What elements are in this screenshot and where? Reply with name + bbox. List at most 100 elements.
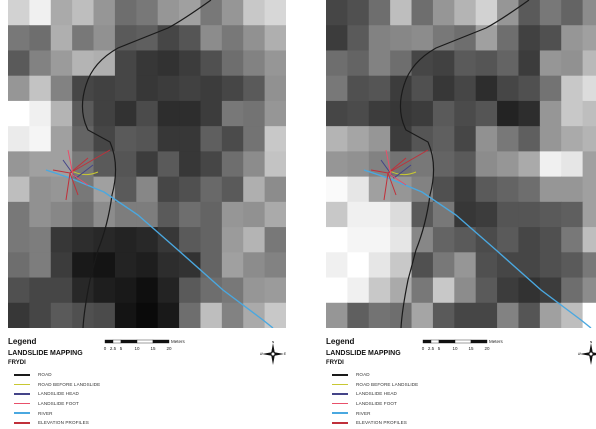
raster-cell (561, 100, 584, 127)
raster-cell (561, 227, 584, 253)
elevation-profiles-swatch-icon (14, 422, 30, 424)
legend-subheading: FRYDI (326, 360, 344, 366)
raster-cell (561, 277, 584, 304)
raster-cell (264, 302, 286, 328)
raster-cell (475, 277, 498, 304)
raster-cell (157, 277, 180, 304)
raster-cell (497, 277, 520, 304)
raster-cell (518, 100, 541, 127)
raster-cell (8, 0, 30, 26)
raster-cell (539, 176, 562, 203)
raster-cell (136, 100, 159, 127)
raster-cell (8, 100, 30, 127)
road-before-swatch-icon (332, 383, 348, 386)
raster-cell (582, 25, 596, 52)
raster-cell (326, 25, 348, 52)
legend-item-river: RIVER (332, 408, 418, 418)
raster-cell (50, 126, 73, 152)
raster-cell (157, 100, 180, 127)
raster-cell (539, 126, 562, 152)
raster-cell (221, 126, 244, 152)
raster-cell (326, 176, 348, 203)
raster-cell (221, 50, 244, 77)
raster-cell (50, 50, 73, 77)
raster-cell (326, 302, 348, 328)
map-panel-right: Legend LANDSLIDE MAPPING FRYDI ROAD ROAD… (326, 0, 596, 429)
raster-cell (221, 75, 244, 102)
raster-cell (50, 252, 73, 279)
raster-cell (582, 100, 596, 127)
raster-cell (221, 201, 244, 228)
raster-cell (136, 25, 159, 52)
raster-cell (200, 227, 223, 253)
raster-cell (157, 252, 180, 279)
legend-items: ROAD ROAD BEFORE LANDSLIDE LANDSLIDE HEA… (14, 370, 100, 428)
raster-cell (72, 151, 95, 178)
raster-cell (93, 277, 116, 304)
raster-cell (50, 176, 73, 203)
legend-item-label: ROAD (38, 372, 52, 378)
raster-cell (326, 201, 348, 228)
raster-cell (561, 25, 584, 52)
landslide-foot-line (385, 149, 407, 186)
raster-cell (243, 75, 266, 102)
raster-cell (29, 227, 52, 253)
legend-heading: LANDSLIDE MAPPING (8, 350, 83, 357)
legend-item-road-before: ROAD BEFORE LANDSLIDE (14, 380, 100, 390)
raster-cell (264, 277, 286, 304)
raster-cell (454, 100, 477, 127)
raster-cell (368, 201, 391, 228)
raster-cell (390, 252, 413, 279)
raster-cell (200, 75, 223, 102)
raster-map-left[interactable] (8, 0, 286, 328)
raster-cell (561, 75, 584, 102)
raster-cell (157, 50, 180, 77)
raster-map-right[interactable] (326, 0, 596, 328)
raster-cell (114, 227, 137, 253)
raster-cell (114, 50, 137, 77)
raster-cell (539, 100, 562, 127)
raster-cell (539, 75, 562, 102)
raster-cell (582, 75, 596, 102)
raster-cell (72, 176, 95, 203)
raster-cell (390, 75, 413, 102)
raster-cell (50, 100, 73, 127)
raster-cell (347, 25, 370, 52)
map-overlays (45, 0, 274, 328)
raster-cell (8, 75, 30, 102)
north-arrow-icon: N W E (578, 341, 596, 365)
legend-subheading: FRYDI (8, 360, 26, 366)
raster-cell (179, 0, 202, 26)
raster-cell (454, 75, 477, 102)
raster-cell (8, 25, 30, 52)
raster-cell (114, 302, 137, 328)
raster-cell (518, 75, 541, 102)
raster-cell (72, 201, 95, 228)
raster-cell (221, 302, 244, 328)
raster-cell (243, 100, 266, 127)
landslide-head-swatch-icon (332, 393, 348, 395)
scale-tick-label: 20 (166, 346, 172, 351)
raster-cell (454, 0, 477, 26)
raster-cell (454, 201, 477, 228)
raster-cell (264, 176, 286, 203)
raster-cell (454, 277, 477, 304)
raster-cell (390, 0, 413, 26)
raster-cell (200, 25, 223, 52)
raster-cell (432, 25, 455, 52)
scale-unit: Meters (171, 339, 186, 344)
raster-cell (179, 176, 202, 203)
compass-n: N (590, 341, 593, 344)
raster-cell (475, 151, 498, 178)
raster-cell (8, 126, 30, 152)
raster-cell (179, 277, 202, 304)
raster-cell (561, 252, 584, 279)
raster-cell (518, 227, 541, 253)
raster-cell (243, 302, 266, 328)
raster-cell (200, 201, 223, 228)
map-legend: Legend LANDSLIDE MAPPING FRYDI ROAD ROAD… (326, 336, 596, 429)
raster-cell (497, 100, 520, 127)
raster-cell (72, 302, 95, 328)
raster-cell (475, 176, 498, 203)
raster-cell (8, 151, 30, 178)
